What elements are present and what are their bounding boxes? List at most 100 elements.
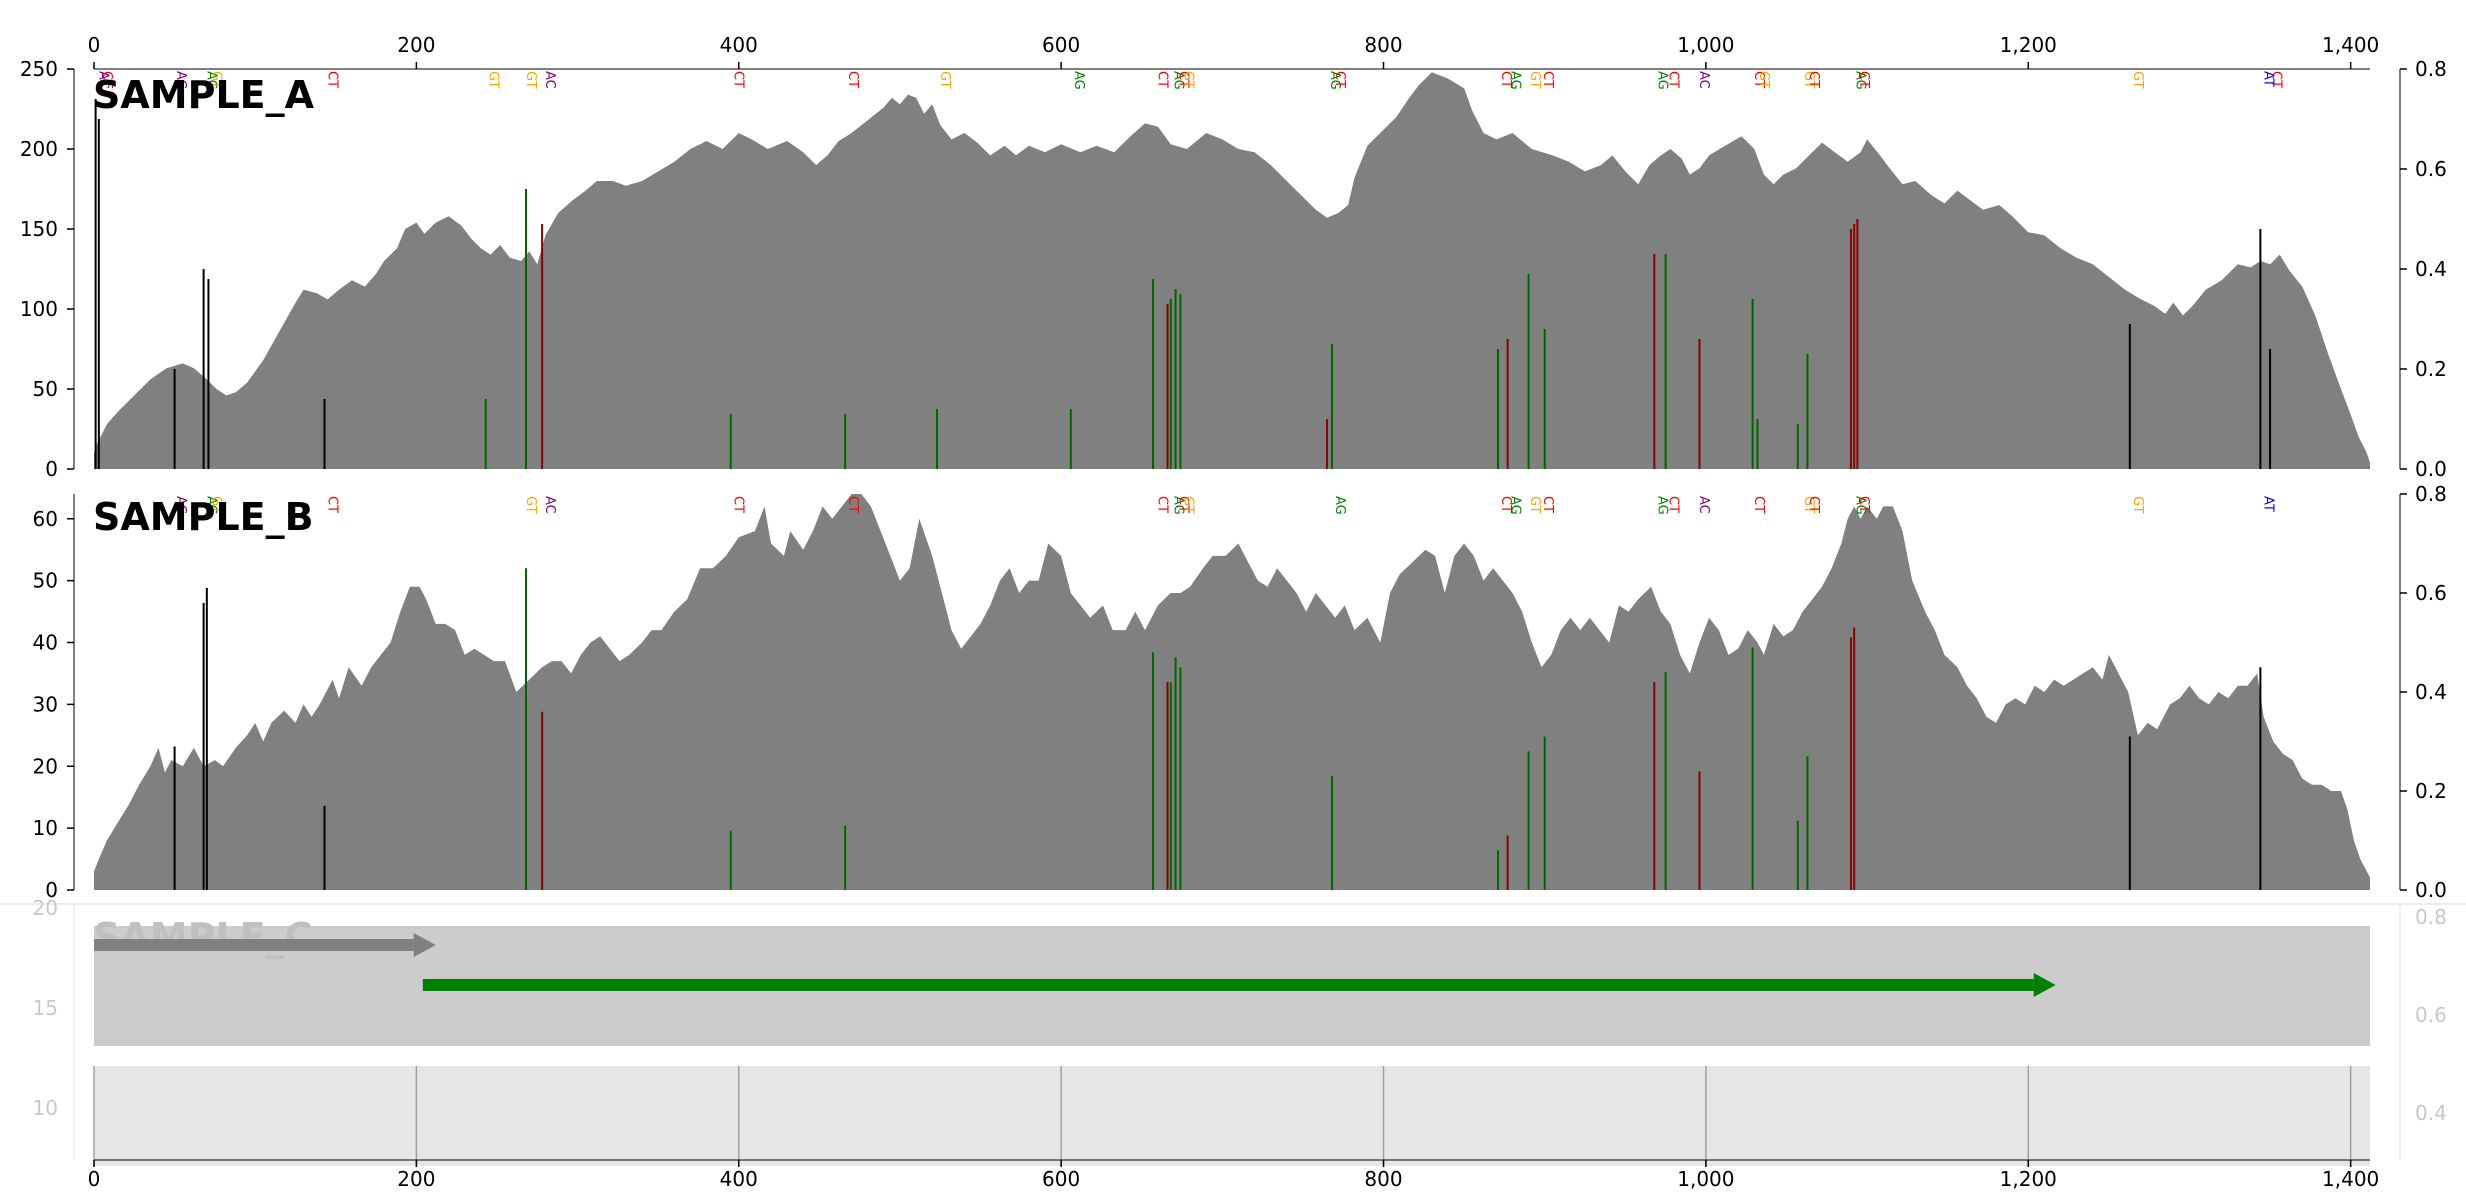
mutation-label-ag-1091: AG xyxy=(1853,496,1868,515)
mutation-label-ac-49: AC xyxy=(173,496,188,514)
mutation-label-gt-266: GT xyxy=(523,71,538,89)
bottom-tick-label-200: 200 xyxy=(397,1167,435,1191)
right-tick-label-4: 0.8 xyxy=(2415,482,2447,506)
mutation-label-ag-668: AG xyxy=(1171,496,1186,515)
coverage-area-sample-a xyxy=(94,72,2370,469)
mutation-label-ct-897: CT xyxy=(1540,496,1555,513)
mutation-label-gt-889: GT xyxy=(1527,496,1542,514)
mutation-label-gt-1263: GT xyxy=(2130,71,2145,89)
feature-arrow-body-2 xyxy=(422,979,2034,991)
mutation-label-gt-523: GT xyxy=(937,71,952,89)
mutation-label-gt-674: GT xyxy=(1180,496,1195,514)
right-tick-label-0: 0.0 xyxy=(2415,457,2447,481)
mutation-label-gt-1031: GT xyxy=(1756,71,1771,89)
right-tick-label-1: 0.2 xyxy=(2415,779,2447,803)
top-tick-label-0: 0 xyxy=(88,33,101,57)
ruler-background xyxy=(94,1066,2370,1166)
mutation-label-gt-1059: GT xyxy=(1801,71,1816,89)
left-tick-label-10: 10 xyxy=(33,816,58,840)
mutation-label-ct-671: CT xyxy=(1176,496,1191,513)
mutation-label-ct-466: CT xyxy=(845,496,860,513)
panel-sample-c: 10 15 20 0.4 0.6 0.8 SAMPLE_C xyxy=(0,896,2466,1166)
left-tick-label-200: 200 xyxy=(20,137,58,161)
ruler-track xyxy=(93,1066,2370,1166)
faded-left-tick-label-10: 10 xyxy=(33,1096,58,1120)
left-tick-label-250: 250 xyxy=(20,57,58,81)
coverage-area-sample-b xyxy=(94,494,2370,890)
mutation-label-ag-877: AG xyxy=(1508,71,1523,90)
mutation-label-ac-278: AC xyxy=(542,496,557,514)
mutation-label-ct-1062: CT xyxy=(1806,496,1821,513)
right-tick-label-2: 0.4 xyxy=(2415,680,2447,704)
mutation-label-ct-1028: CT xyxy=(1751,71,1766,88)
bottom-tick-label-1400: 1,400 xyxy=(2322,1167,2379,1191)
mutation-label-ac-994: AC xyxy=(1696,496,1711,514)
left-tick-label-50: 50 xyxy=(33,569,58,593)
right-tick-label-0: 0.0 xyxy=(2415,878,2447,902)
mutation-label-ag-606: AG xyxy=(1071,71,1086,90)
mutation-label-ac-49: AC xyxy=(173,71,188,89)
mutation-label-ag-968: AG xyxy=(1654,496,1669,515)
mutation-label-ct-1093: CT xyxy=(1856,496,1871,513)
mutation-label-ct-395: CT xyxy=(731,496,746,513)
bottom-tick-label-600: 600 xyxy=(1042,1167,1080,1191)
mutation-label-ct-143: CT xyxy=(325,496,340,513)
coverage-area xyxy=(94,494,2370,890)
feature-arrow-body-1 xyxy=(94,939,414,951)
top-x-axis: 0 200 400 600 800 1,000 1,200 1,400 xyxy=(88,33,2379,70)
faded-left-tick-label-20: 20 xyxy=(33,896,58,920)
mutation-label-ct-1349: CT xyxy=(2268,71,2283,88)
mutation-label-ag-768: AG xyxy=(1332,496,1347,515)
mutation-label-ct-975: CT xyxy=(1666,71,1681,88)
mutation-label-ac-994: AC xyxy=(1696,71,1711,89)
mutation-label-gt-674: GT xyxy=(1180,71,1195,89)
mutation-label-ac-278: AC xyxy=(542,71,557,89)
mutation-label-gt-243: GT xyxy=(486,71,501,89)
faded-right-tick-label-0.8: 0.8 xyxy=(2415,905,2447,929)
right-tick-label-1: 0.2 xyxy=(2415,357,2447,381)
right-tick-label-3: 0.6 xyxy=(2415,157,2447,181)
coverage-area xyxy=(94,72,2370,469)
left-tick-label-30: 30 xyxy=(33,692,58,716)
mutation-label-ag-968: AG xyxy=(1654,71,1669,90)
left-tick-label-60: 60 xyxy=(33,507,58,531)
top-tick-label-800: 800 xyxy=(1364,33,1402,57)
mutation-label-gt-71: GT xyxy=(208,496,223,514)
top-tick-label-200: 200 xyxy=(397,33,435,57)
mutation-label-ct-871: CT xyxy=(1498,71,1513,88)
feature-arrows xyxy=(94,933,2056,997)
mutation-label-ct-143: CT xyxy=(325,71,340,88)
mutation-label-ac-1: AC xyxy=(96,71,111,89)
faded-left-tick-label-15: 15 xyxy=(33,996,58,1020)
mutation-label-gt-1263: GT xyxy=(2130,496,2145,514)
axes-sample-c: 10 15 20 0.4 0.6 0.8 xyxy=(0,896,2466,1160)
mutation-label-ag-68: AG xyxy=(204,496,219,515)
faded-right-tick-label-0.4: 0.4 xyxy=(2415,1101,2447,1125)
mutation-label-gt-889: GT xyxy=(1527,71,1542,89)
mutation-label-ag-668: AG xyxy=(1171,71,1186,90)
left-tick-label-40: 40 xyxy=(33,631,58,655)
bottom-tick-label-0: 0 xyxy=(88,1167,101,1191)
mutation-label-ct-1093: CT xyxy=(1856,71,1871,88)
mutation-label-ct-1028: CT xyxy=(1751,496,1766,513)
mutation-label-ag-765: AG xyxy=(1327,71,1342,90)
mutation-label-ag-1091: AG xyxy=(1853,71,1868,90)
axes-sample-b: 0 10 20 30 40 50 60 0.0 0.2 0.4 0.6 0.8 xyxy=(33,482,2447,902)
mutation-label-ct-897: CT xyxy=(1540,71,1555,88)
mutation-label-ct-975: CT xyxy=(1666,496,1681,513)
faded-right-tick-label-0.6: 0.6 xyxy=(2415,1003,2447,1027)
frequency-bars-sample-a xyxy=(94,99,2272,469)
bottom-tick-label-400: 400 xyxy=(720,1167,758,1191)
bottom-tick-label-800: 800 xyxy=(1364,1167,1402,1191)
left-tick-label-50: 50 xyxy=(33,377,58,401)
top-tick-label-1400: 1,400 xyxy=(2322,33,2379,57)
bottom-tick-label-1200: 1,200 xyxy=(2000,1167,2057,1191)
sample-title-c: SAMPLE_C xyxy=(93,915,313,959)
mutation-label-ct-658: CT xyxy=(1155,496,1170,513)
mutation-label-at-1344: AT xyxy=(2260,71,2275,87)
sample-title-a: SAMPLE_A xyxy=(93,73,315,117)
mutation-label-gt-1059: GT xyxy=(1801,496,1816,514)
